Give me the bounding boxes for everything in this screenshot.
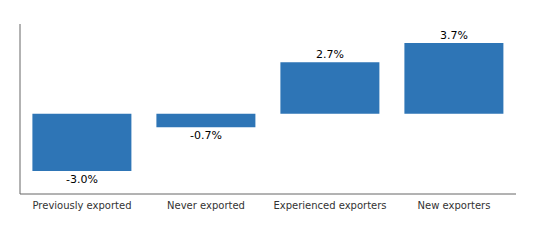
svg-text:-3.0%: -3.0% (66, 173, 98, 186)
svg-text:-0.7%: -0.7% (190, 129, 222, 142)
svg-text:Experienced exporters: Experienced exporters (273, 200, 386, 211)
svg-text:Previously exported: Previously exported (32, 200, 131, 211)
svg-text:3.7%: 3.7% (440, 29, 468, 42)
svg-text:New exporters: New exporters (418, 200, 491, 211)
svg-text:2.7%: 2.7% (316, 48, 344, 61)
svg-text:Never exported: Never exported (167, 200, 245, 211)
